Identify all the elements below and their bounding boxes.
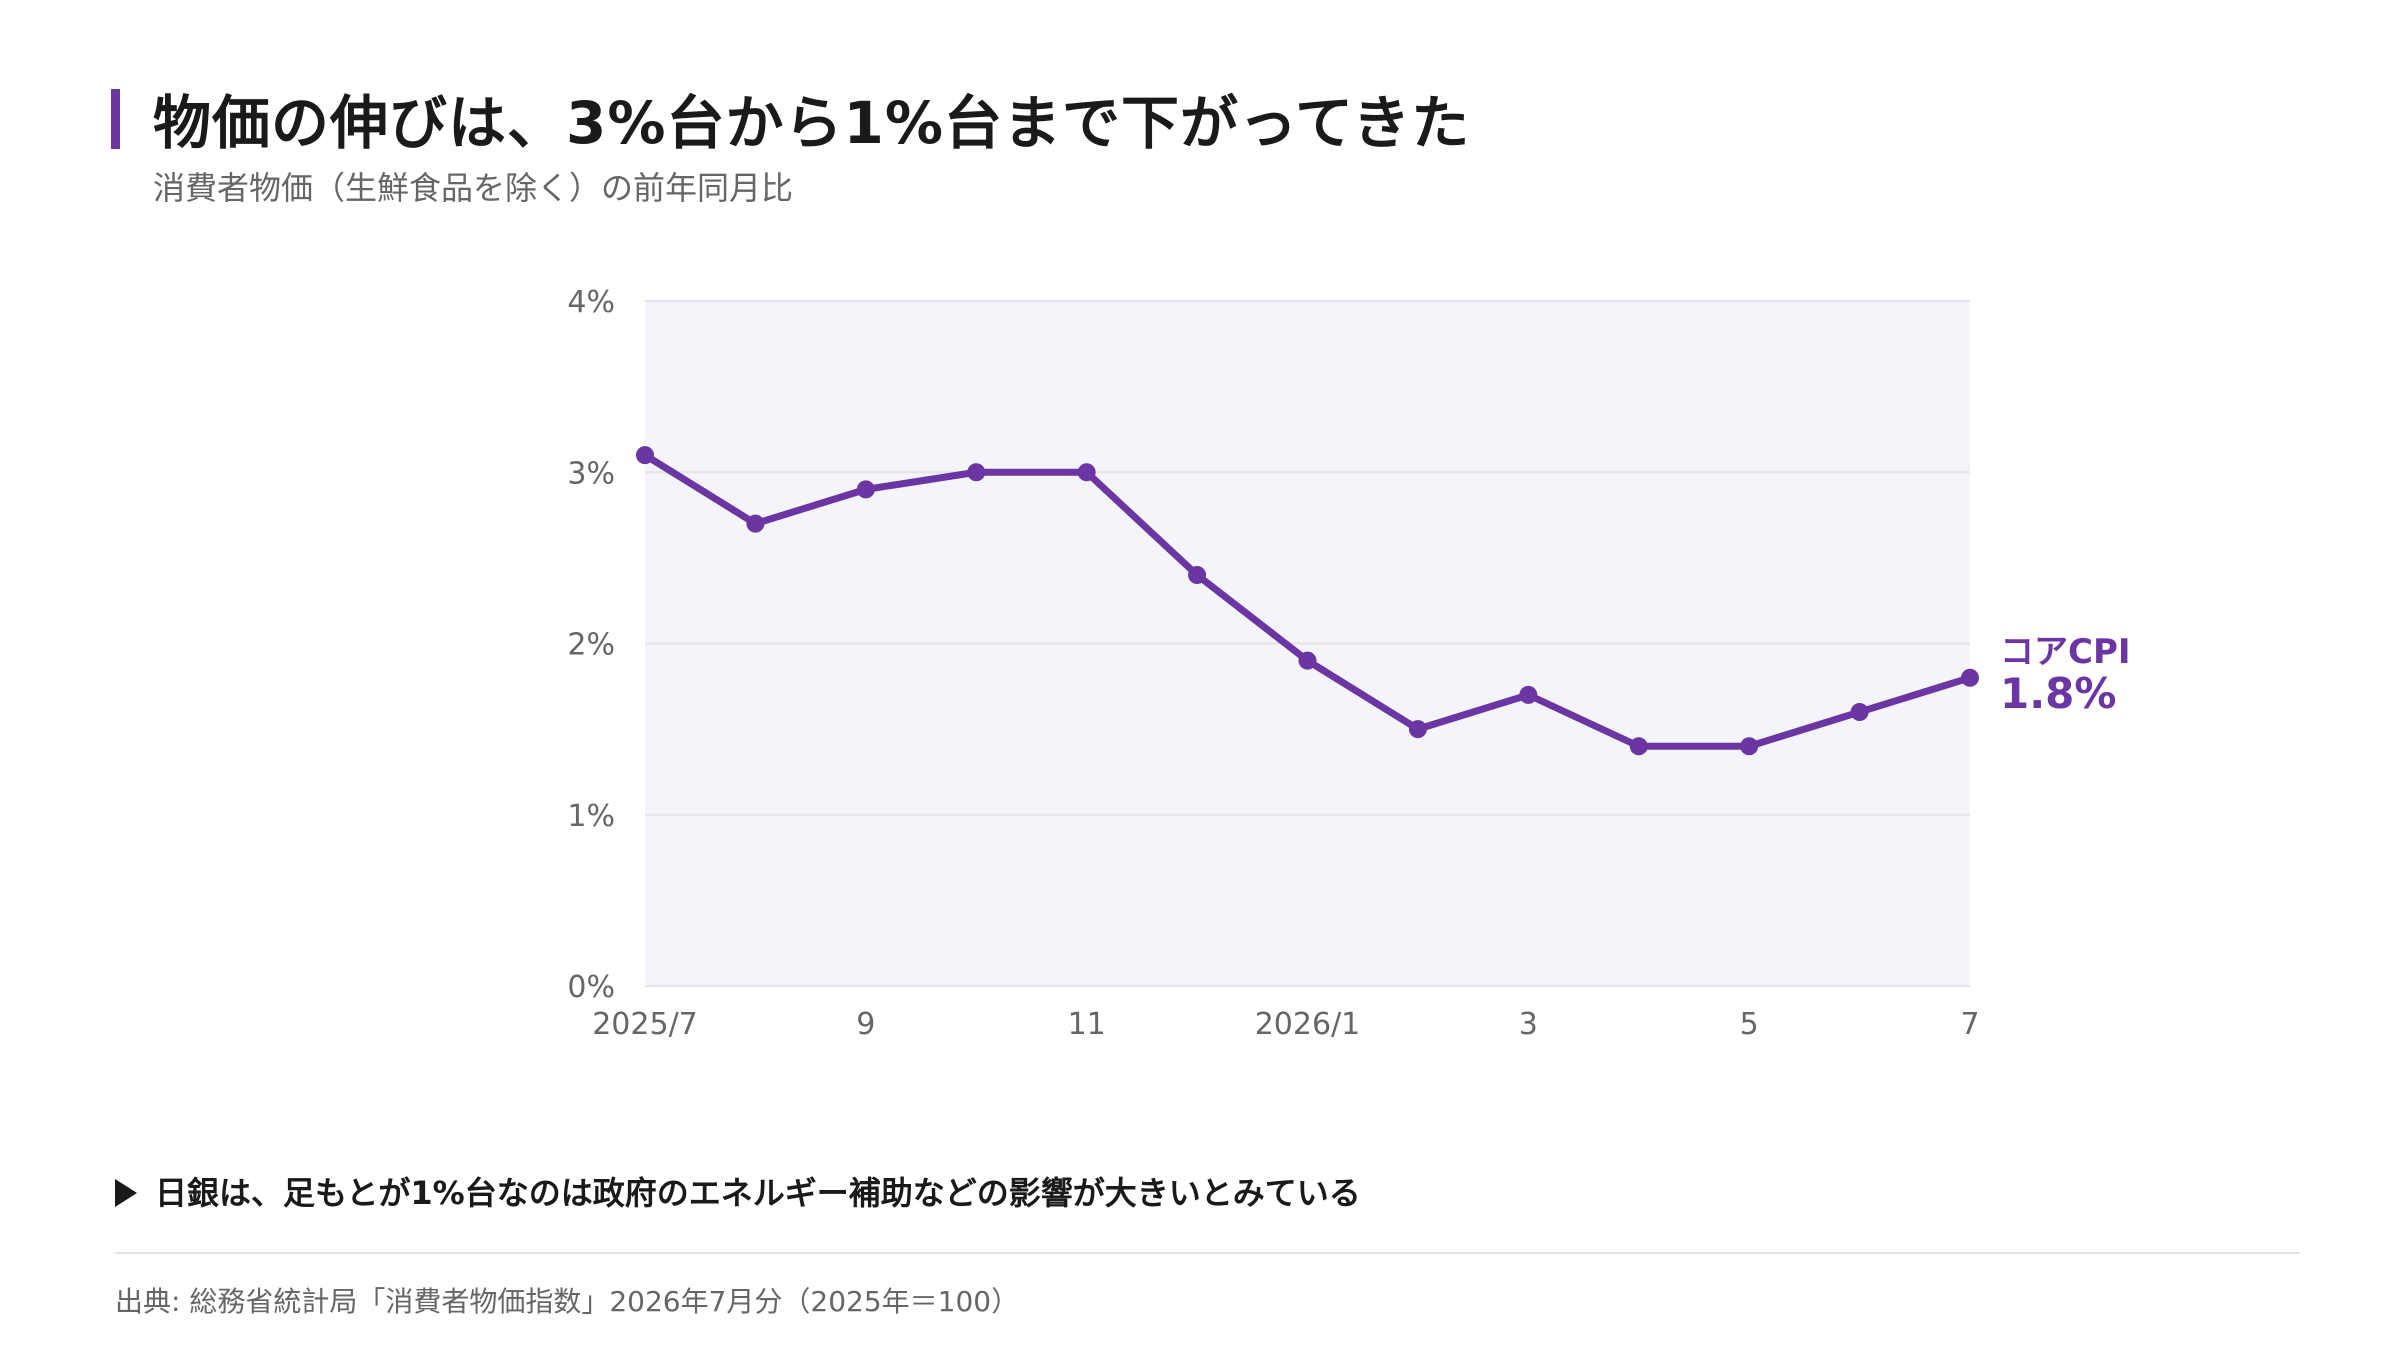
data-point [1188,566,1207,584]
page-title: 物価の伸びは、3%台から1%台まで下がってきた [153,89,1471,157]
data-point [856,480,875,499]
y-tick-label: 4% [567,285,615,320]
series-end-value: 1.8% [2000,669,2116,718]
data-point [1850,703,1869,721]
x-tick-label: 7 [1960,1007,1979,1042]
y-tick-label: 2% [567,628,615,663]
x-tick-label: 3 [1519,1007,1538,1042]
triangle-bullet-icon [115,1179,137,1207]
data-point [636,446,654,465]
data-point [746,514,765,533]
series-end-label: コアCPI [2000,632,2131,672]
x-tick-label: 2026/1 [1255,1007,1361,1042]
x-tick-label: 11 [1068,1007,1106,1042]
note-text: 日銀は、足もとが1%台なのは政府のエネルギー補助などの影響が大きいとみている [155,1174,1361,1212]
data-point [1298,651,1317,670]
x-tick-label: 2025/7 [592,1007,698,1042]
source-text: 出典: 総務省統計局「消費者物価指数」2026年7月分（2025年＝100） [115,1285,1020,1318]
x-tick-label: 9 [856,1007,875,1042]
note: 日銀は、足もとが1%台なのは政府のエネルギー補助などの影響が大きいとみている [115,1168,1361,1214]
data-point [1519,685,1538,704]
data-point [1629,737,1648,756]
y-tick-label: 0% [567,970,615,1005]
data-point [1961,668,1979,687]
x-tick-label: 5 [1740,1007,1759,1042]
data-point [1408,720,1427,739]
y-tick-label: 1% [567,799,615,834]
data-point [967,463,986,482]
data-point [1740,737,1759,756]
data-point [1077,463,1096,482]
title-accent-bar [111,89,120,149]
page-subtitle: 消費者物価（生鮮食品を除く）の前年同月比 [153,169,794,207]
y-tick-label: 3% [567,456,615,491]
divider [115,1252,2300,1254]
